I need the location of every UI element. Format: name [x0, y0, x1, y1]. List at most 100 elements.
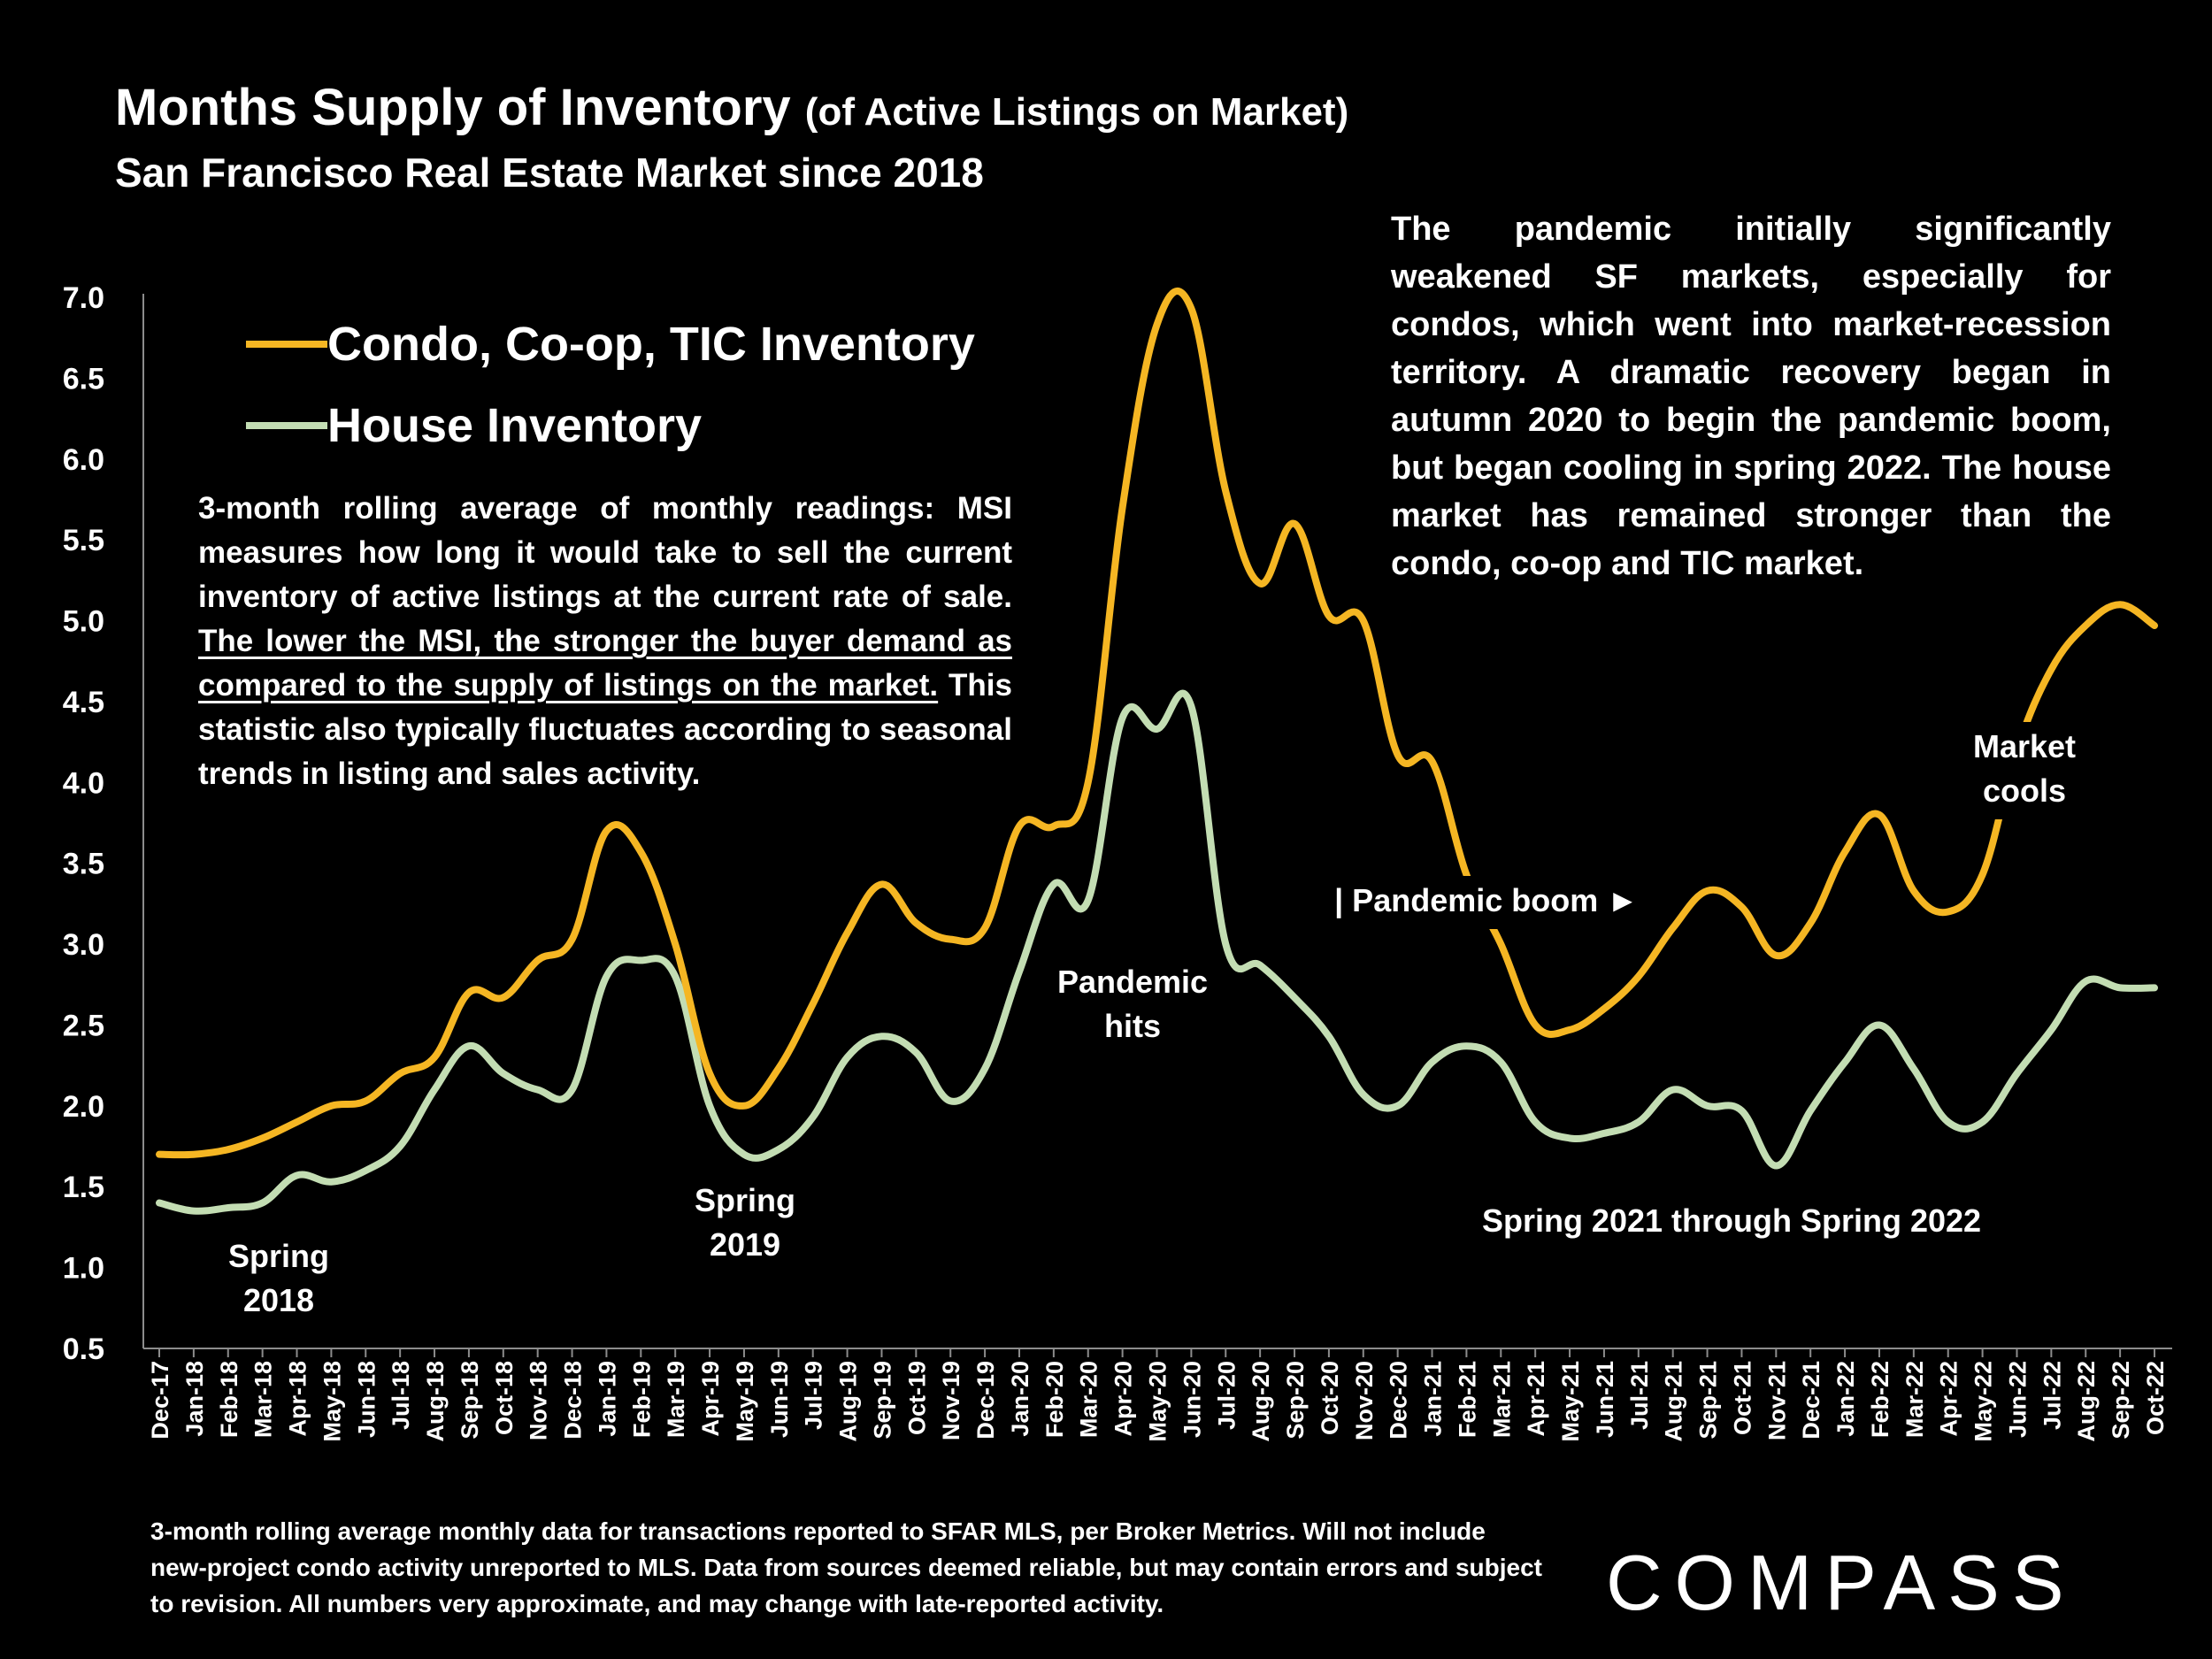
x-tick-label: May-21	[1557, 1361, 1584, 1442]
y-tick-label: 3.0	[63, 928, 104, 962]
msi-explanation: 3-month rolling average of monthly readi…	[198, 487, 1012, 796]
annotation-spring2019: Spring	[695, 1182, 795, 1218]
x-tick-label: Jan-21	[1420, 1361, 1447, 1437]
x-tick-label: Dec-19	[972, 1361, 999, 1440]
annotation-bg-pandemic_boom	[1323, 876, 1650, 929]
annotation-pandemic_hits: Pandemic	[1057, 964, 1208, 1000]
x-tick-label: Nov-20	[1351, 1361, 1378, 1440]
x-tick-label: May-19	[732, 1361, 758, 1442]
x-tick-label: Jun-19	[766, 1361, 793, 1438]
pandemic-note: The pandemic initially significantly wea…	[1391, 211, 2111, 582]
chart-series	[156, 288, 2158, 1215]
x-tick-label: Dec-17	[147, 1361, 173, 1440]
footnote: 3-month rolling average monthly data for…	[150, 1517, 1543, 1617]
annotation-market_cools: cools	[1983, 772, 2066, 809]
annotation-spring2021: Spring 2021 through Spring 2022	[1482, 1202, 1981, 1239]
x-tick-label: Jan-22	[1832, 1361, 1859, 1437]
x-tick-label: Aug-19	[835, 1361, 862, 1442]
x-tick-label: Jan-18	[181, 1361, 208, 1437]
x-tick-label: Oct-18	[491, 1361, 518, 1435]
y-tick-label: 7.0	[63, 281, 104, 315]
legend-swatch-condo	[246, 341, 327, 348]
x-tick-label: Jul-21	[1626, 1361, 1653, 1430]
x-tick-label: Nov-21	[1763, 1361, 1790, 1440]
y-tick-label: 5.0	[63, 605, 104, 639]
msi-explanation-part2: This statistic also typically fluctuates…	[198, 668, 1012, 791]
chart-axes: 0.5 1.0 1.5 2.0 2.5 3.0 3.5 4.0 4.5 5.0 5.5 6.0 6.5 7…	[63, 281, 2172, 1442]
x-tick-label: Feb-20	[1041, 1361, 1068, 1438]
x-tick-label: Apr-18	[285, 1361, 311, 1437]
x-tick-label: Sep-19	[869, 1361, 895, 1440]
legend-swatch-house	[246, 422, 327, 429]
x-tick-label: Feb-18	[216, 1361, 242, 1438]
legend-item-condo: Condo, Co-op, TIC Inventory	[246, 317, 975, 372]
x-tick-label: Apr-19	[697, 1361, 724, 1437]
x-tick-label: Mar-21	[1488, 1361, 1515, 1438]
chart-title-main: Months Supply of Inventory	[115, 79, 791, 136]
x-tick-label: Jan-20	[1007, 1361, 1033, 1437]
x-tick-label: Jun-18	[353, 1361, 380, 1438]
legend-label-house: House Inventory	[327, 399, 703, 452]
chart-title: Months Supply of Inventory (of Active Li…	[115, 78, 1348, 137]
x-tick-label: Oct-21	[1729, 1361, 1755, 1435]
y-tick-label: 6.0	[63, 443, 104, 477]
x-tick-label: Jun-20	[1179, 1361, 1205, 1438]
annotation-spring2018: 2018	[243, 1282, 314, 1318]
y-tick-label: 1.0	[63, 1252, 104, 1286]
x-tick-label: Jan-19	[594, 1361, 620, 1437]
msi-explanation-underlined: The lower the MSI, the stronger the buye…	[198, 624, 1012, 703]
x-tick-label: Aug-21	[1661, 1361, 1687, 1442]
x-tick-label: Feb-19	[628, 1361, 655, 1438]
x-tick-label: Oct-19	[903, 1361, 930, 1435]
x-tick-label: Mar-18	[250, 1361, 277, 1438]
chart-title-paren: (of Active Listings on Market)	[804, 90, 1349, 134]
y-tick-label: 3.5	[63, 848, 104, 881]
series-line-house	[156, 689, 2158, 1215]
annotation-bg-spring2019	[679, 1176, 811, 1273]
compass-logo-text: COMPASS	[1606, 1539, 2077, 1626]
legend-label-condo: Condo, Co-op, TIC Inventory	[327, 318, 975, 371]
x-tick-label: Oct-20	[1317, 1361, 1343, 1435]
annotation-market_cools: Market	[1973, 728, 2076, 764]
annotation-bg-spring2021	[1471, 1196, 1993, 1249]
chart-subtitle: San Francisco Real Estate Market since 2…	[115, 150, 984, 196]
x-tick-label: Feb-22	[1867, 1361, 1893, 1438]
x-tick-label: Nov-19	[938, 1361, 964, 1440]
y-tick-label: 5.5	[63, 524, 104, 557]
x-tick-label: Aug-22	[2073, 1361, 2100, 1442]
series-line-condo	[156, 288, 2158, 1159]
x-tick-label: Jul-18	[388, 1361, 414, 1430]
x-tick-label: May-18	[319, 1361, 345, 1442]
x-tick-label: May-22	[1970, 1361, 1997, 1442]
x-tick-label: Oct-22	[2142, 1361, 2169, 1435]
x-tick-label: Nov-18	[526, 1361, 552, 1440]
annotation-spring2019: 2019	[710, 1226, 780, 1263]
annotation-bg-spring2018	[212, 1232, 345, 1329]
x-tick-label: Mar-19	[663, 1361, 689, 1438]
annotation-spring2018: Spring	[228, 1238, 329, 1274]
x-tick-label: Jun-21	[1592, 1361, 1618, 1438]
x-tick-label: Sep-21	[1695, 1361, 1722, 1440]
y-tick-label: 2.0	[63, 1090, 104, 1124]
x-tick-label: Jun-22	[2004, 1361, 2031, 1438]
y-tick-label: 1.5	[63, 1171, 104, 1204]
annotation-pandemic_hits: hits	[1104, 1008, 1161, 1044]
y-tick-label: 0.5	[63, 1333, 104, 1366]
x-tick-label: Sep-20	[1282, 1361, 1309, 1440]
x-tick-label: Apr-21	[1523, 1361, 1549, 1437]
x-tick-label: Dec-20	[1386, 1361, 1412, 1440]
y-tick-label: 6.5	[63, 362, 104, 396]
x-tick-label: Apr-22	[1936, 1361, 1962, 1437]
annotation-bg-market_cools	[1958, 722, 2091, 819]
annotation-bg-pandemic_hits	[1044, 957, 1221, 1055]
x-tick-label: Aug-18	[422, 1361, 449, 1442]
x-tick-label: Jul-20	[1213, 1361, 1240, 1430]
x-tick-label: Jul-19	[801, 1361, 827, 1430]
chart-annotations: Spring 2018 Spring 2019 Pandemic hits | Pandem…	[212, 722, 2091, 1329]
y-tick-label: 4.0	[63, 766, 104, 800]
x-tick-label: May-20	[1145, 1361, 1171, 1442]
x-tick-label: Jul-22	[2039, 1361, 2065, 1430]
x-tick-label: Dec-21	[1798, 1361, 1824, 1440]
x-tick-label: Mar-20	[1076, 1361, 1102, 1438]
